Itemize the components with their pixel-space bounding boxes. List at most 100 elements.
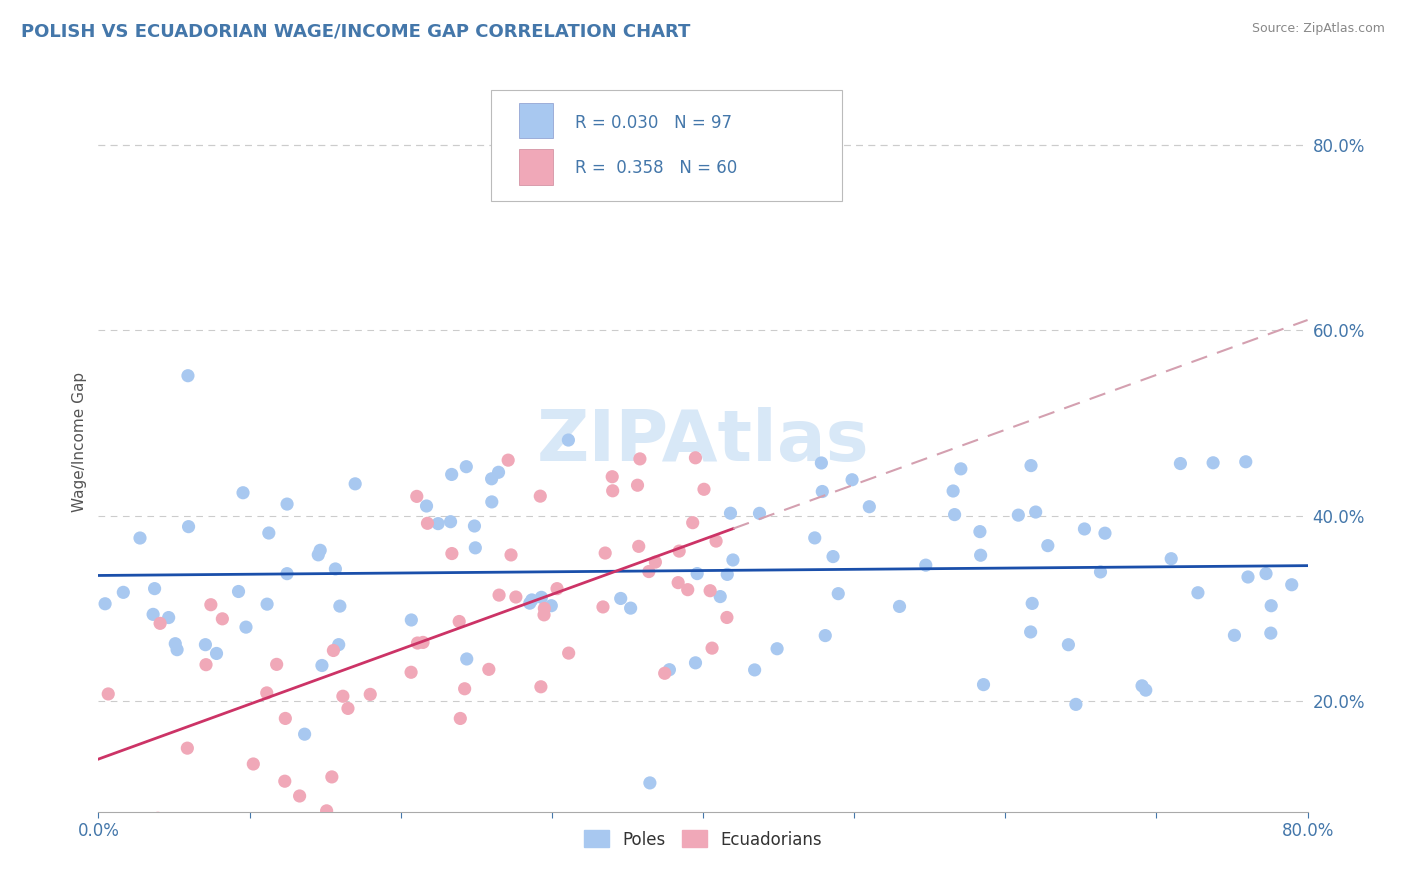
Point <box>274 774 297 789</box>
Point <box>315 804 337 818</box>
Point <box>294 727 316 741</box>
Point <box>415 499 437 513</box>
Point <box>149 616 172 631</box>
Point <box>666 575 689 590</box>
Point <box>322 643 344 657</box>
Point <box>235 620 257 634</box>
Point <box>1234 455 1257 469</box>
Point <box>709 590 731 604</box>
Point <box>969 548 991 562</box>
Point <box>325 562 347 576</box>
Point <box>530 680 553 694</box>
Point <box>416 516 439 531</box>
Point <box>412 635 434 649</box>
Point <box>481 472 503 486</box>
Point <box>309 543 332 558</box>
Y-axis label: Wage/Income Gap: Wage/Income Gap <box>72 371 87 512</box>
Point <box>256 597 278 611</box>
Point <box>1187 586 1209 600</box>
Point <box>440 467 463 482</box>
Point <box>1170 457 1192 471</box>
Point <box>557 646 579 660</box>
Point <box>449 711 471 725</box>
Point <box>716 610 738 624</box>
Point <box>406 636 429 650</box>
Point <box>97 687 120 701</box>
Legend: Poles, Ecuadorians: Poles, Ecuadorians <box>578 823 828 855</box>
Point <box>609 591 631 606</box>
Point <box>401 613 423 627</box>
Point <box>748 507 770 521</box>
Point <box>276 497 298 511</box>
Point <box>803 531 825 545</box>
Point <box>329 599 352 613</box>
Point <box>600 469 623 483</box>
Point <box>142 607 165 622</box>
Point <box>453 681 475 696</box>
Point <box>626 478 648 492</box>
Point <box>228 584 250 599</box>
Point <box>1064 698 1087 712</box>
Point <box>533 607 555 622</box>
Point <box>668 544 690 558</box>
FancyBboxPatch shape <box>519 149 553 185</box>
Point <box>686 566 709 581</box>
Point <box>195 657 218 672</box>
Point <box>1254 566 1277 581</box>
FancyBboxPatch shape <box>519 103 553 138</box>
Point <box>592 599 614 614</box>
Point <box>533 601 555 615</box>
Point <box>194 638 217 652</box>
Point <box>232 485 254 500</box>
Point <box>766 641 789 656</box>
Point <box>449 615 471 629</box>
Point <box>200 598 222 612</box>
Point <box>439 515 461 529</box>
Point <box>720 506 742 520</box>
Point <box>1073 522 1095 536</box>
Point <box>1260 599 1282 613</box>
Point <box>716 567 738 582</box>
Point <box>744 663 766 677</box>
Point <box>1090 565 1112 579</box>
Point <box>505 590 527 604</box>
Point <box>628 451 651 466</box>
Point <box>1025 505 1047 519</box>
Point <box>841 473 863 487</box>
Point <box>94 597 117 611</box>
Point <box>456 652 478 666</box>
Point <box>1019 624 1042 639</box>
Point <box>496 453 519 467</box>
Point <box>143 582 166 596</box>
Text: POLISH VS ECUADORIAN WAGE/INCOME GAP CORRELATION CHART: POLISH VS ECUADORIAN WAGE/INCOME GAP COR… <box>21 22 690 40</box>
Point <box>488 588 510 602</box>
Text: R =  0.358   N = 60: R = 0.358 N = 60 <box>575 159 737 178</box>
Point <box>405 489 427 503</box>
Point <box>478 662 501 676</box>
Point <box>1237 570 1260 584</box>
Point <box>1135 683 1157 698</box>
Point <box>811 484 834 499</box>
Point <box>889 599 911 614</box>
Point <box>943 508 966 522</box>
Point <box>336 701 359 715</box>
Point <box>274 711 297 725</box>
Point <box>620 601 643 615</box>
Point <box>427 516 450 531</box>
Point <box>529 489 551 503</box>
Point <box>112 585 135 599</box>
Point <box>488 465 510 479</box>
Text: R = 0.030   N = 97: R = 0.030 N = 97 <box>575 113 733 132</box>
Point <box>693 483 716 497</box>
Point <box>1160 551 1182 566</box>
Point <box>1021 596 1043 610</box>
Point <box>257 526 280 541</box>
Point <box>276 566 298 581</box>
Point <box>177 519 200 533</box>
Point <box>464 541 486 555</box>
Point <box>546 582 568 596</box>
Point <box>810 456 832 470</box>
Point <box>1260 626 1282 640</box>
Point <box>205 647 228 661</box>
Point <box>814 629 837 643</box>
